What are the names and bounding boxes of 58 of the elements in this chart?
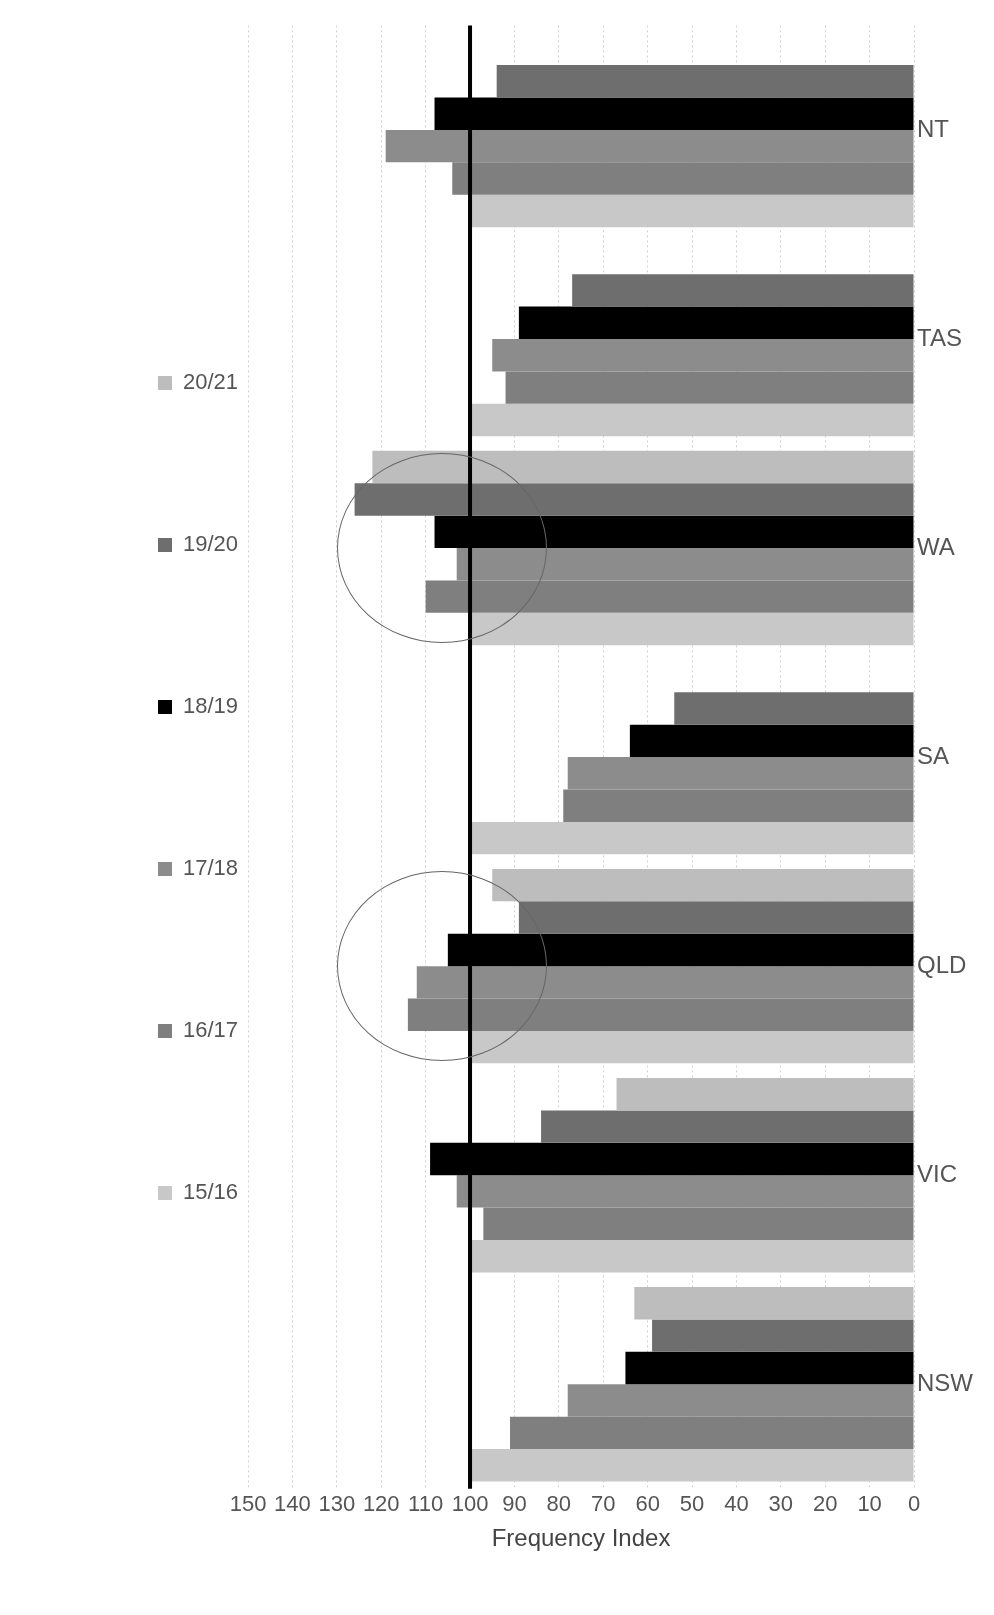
x-tick-label: 130 [318, 1491, 356, 1517]
x-tick-label: 10 [857, 1491, 882, 1517]
x-tick-label: 50 [679, 1491, 705, 1517]
x-axis-title: Frequency Index [491, 1524, 671, 1552]
bar [518, 306, 914, 339]
y-tick-label: VIC [917, 1159, 958, 1187]
bar [425, 580, 914, 613]
x-tick-label: 90 [502, 1491, 527, 1517]
bar [625, 1351, 914, 1385]
x-tick-label: 60 [635, 1491, 660, 1517]
x-tick-label: 30 [768, 1491, 794, 1517]
bar [452, 162, 914, 195]
legend-label: 15/16 [183, 1179, 239, 1205]
y-tick-label: NT [917, 114, 950, 142]
bar [354, 483, 914, 516]
bar [634, 1287, 914, 1320]
x-tick-label: 120 [362, 1491, 400, 1517]
bar [510, 1416, 914, 1450]
bar [496, 65, 914, 98]
bar [416, 966, 914, 999]
x-tick-label: 100 [451, 1491, 489, 1517]
bar [492, 338, 914, 372]
bar [456, 1175, 914, 1208]
bar [518, 901, 914, 934]
bar [567, 757, 914, 790]
x-tick-label: 70 [590, 1491, 616, 1517]
y-tick-label: QLD [917, 950, 967, 978]
legend-label: 16/17 [183, 1017, 239, 1043]
x-tick-label: 140 [274, 1491, 311, 1517]
legend-label: 19/20 [183, 531, 239, 557]
x-tick-label: 80 [546, 1491, 572, 1517]
bar [456, 548, 914, 581]
bar [483, 1207, 914, 1241]
bar [563, 789, 914, 822]
y-tick-label: SA [917, 741, 950, 769]
bar [541, 1110, 914, 1143]
legend-label: 17/18 [183, 855, 239, 881]
bar [505, 371, 914, 404]
legend-label: 20/21 [183, 369, 239, 395]
bar [407, 998, 914, 1031]
bar [629, 724, 914, 758]
bar [652, 1319, 914, 1352]
bar [385, 129, 914, 163]
bar [492, 868, 914, 902]
x-tick-label: 150 [229, 1491, 267, 1517]
bar [616, 1078, 914, 1111]
bar [567, 1384, 914, 1417]
x-tick-label: 0 [907, 1491, 921, 1517]
bar [572, 274, 914, 307]
x-tick-label: 20 [812, 1491, 838, 1517]
legend-label: 18/19 [183, 693, 239, 719]
bar [674, 692, 914, 725]
y-tick-label: NSW [917, 1368, 974, 1396]
y-tick-label: WA [917, 532, 955, 560]
x-tick-label: 110 [408, 1491, 444, 1517]
x-tick-label: 40 [724, 1491, 749, 1517]
y-tick-label: TAS [917, 323, 962, 351]
bar [372, 450, 914, 484]
